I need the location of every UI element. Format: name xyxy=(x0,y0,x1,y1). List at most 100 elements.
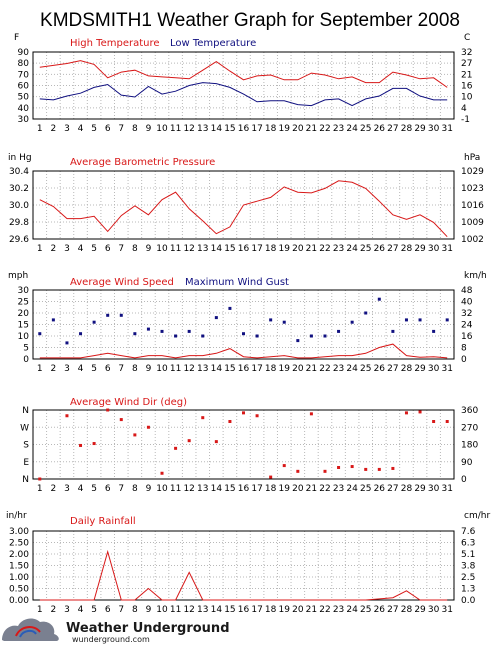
wind-series-0-line xyxy=(39,343,448,359)
temperature-right-tick: 32 xyxy=(461,48,472,58)
wind-left-tick: 5 xyxy=(23,344,29,354)
temperature-x-tick: 28 xyxy=(401,124,413,134)
wind-direction-series-0-point xyxy=(201,416,205,420)
wind-series-1-point xyxy=(133,332,137,336)
wind-series-1-point xyxy=(119,313,123,317)
temperature-right-tick: 21 xyxy=(461,70,472,80)
wind-series-1-point xyxy=(242,332,245,336)
wind-direction-series-0-point xyxy=(187,439,191,443)
wind-direction-series-0-point xyxy=(337,466,341,469)
wind-x-tick: 16 xyxy=(238,364,250,374)
temperature-right-tick: 10 xyxy=(461,93,473,103)
temperature-x-tick: 8 xyxy=(132,124,138,134)
wind-x-tick: 31 xyxy=(441,364,452,374)
temperature-right-tick: 27 xyxy=(461,59,472,69)
wind-direction-series-0-point xyxy=(309,412,313,416)
rainfall-x-tick: 27 xyxy=(387,605,398,615)
wind-x-tick: 29 xyxy=(414,364,426,374)
wind-direction-x-tick: 13 xyxy=(197,484,208,494)
temperature-x-tick: 20 xyxy=(292,124,304,134)
rainfall-x-tick: 3 xyxy=(64,605,70,615)
temperature-x-tick: 9 xyxy=(146,124,152,134)
wind-direction-x-tick: 6 xyxy=(105,484,111,494)
wind-series-1-point xyxy=(391,329,395,333)
wind-direction-series-0-point xyxy=(133,433,137,437)
rainfall-x-tick: 2 xyxy=(51,605,57,615)
wind-series-1-point xyxy=(106,313,110,317)
wind-direction-series-0-point xyxy=(242,411,245,415)
wind-left-tick: 30 xyxy=(18,286,30,296)
wind-direction-series-0-point xyxy=(106,408,110,412)
temperature-x-tick: 13 xyxy=(197,124,208,134)
wind-x-tick: 1 xyxy=(37,364,43,374)
pressure-x-tick: 30 xyxy=(428,244,440,254)
wind-direction-x-tick: 19 xyxy=(279,484,291,494)
temperature-x-tick: 27 xyxy=(387,124,398,134)
wind-direction-series-0-point xyxy=(79,443,83,447)
rainfall-left-tick: 2.50 xyxy=(9,539,29,549)
pressure-left-tick: 30.4 xyxy=(9,167,29,177)
wind-series-1-point xyxy=(364,311,368,315)
wind-direction-x-tick: 18 xyxy=(265,484,277,494)
wind-direction-x-tick: 26 xyxy=(374,484,386,494)
wind-series-1-point xyxy=(51,318,55,322)
wind-direction-series-0-point xyxy=(38,477,42,481)
rainfall-right-tick: 5.1 xyxy=(461,550,475,560)
rainfall-left-tick: 1.00 xyxy=(9,573,29,583)
pressure-frame xyxy=(32,170,455,240)
temperature-x-tick: 5 xyxy=(91,124,97,134)
wind-direction-series-0-point xyxy=(418,410,422,414)
rainfall-x-tick: 28 xyxy=(401,605,413,615)
wind-direction-right-tick: 0 xyxy=(461,475,467,485)
rainfall-series-0-line xyxy=(39,549,448,601)
wind-series-1-point xyxy=(65,341,69,345)
legend-average-wind-speed: Average Wind Speed xyxy=(70,277,174,288)
rainfall-left-tick: 2.00 xyxy=(9,550,29,560)
wind-series-1-point xyxy=(445,318,449,322)
pressure-x-tick: 21 xyxy=(306,244,317,254)
wind-series-1-point xyxy=(160,329,164,333)
pressure-x-tick: 26 xyxy=(374,244,386,254)
temperature-x-tick: 14 xyxy=(211,124,223,134)
wind-series-1-point xyxy=(187,329,191,333)
wind-direction-series-0-point xyxy=(445,420,449,423)
pressure-x-tick: 6 xyxy=(105,244,111,254)
rainfall-x-tick: 26 xyxy=(374,605,386,615)
pressure-x-tick: 27 xyxy=(387,244,398,254)
pressure-x-tick: 8 xyxy=(132,244,138,254)
rainfall-panel: in/hr cm/hr Daily Rainfall 3.00 7.6 2.50 6.… xyxy=(6,511,490,615)
wind-direction-frame xyxy=(32,409,455,480)
rainfall-x-tick: 6 xyxy=(105,605,111,615)
temperature-left-tick: 60 xyxy=(18,82,30,92)
pressure-x-tick: 17 xyxy=(251,244,262,254)
temperature-x-tick: 16 xyxy=(238,124,250,134)
wind-series-1-point xyxy=(79,332,83,336)
wind-x-tick: 14 xyxy=(211,364,223,374)
pressure-x-tick: 5 xyxy=(91,244,97,254)
rainfall-x-tick: 31 xyxy=(441,605,452,615)
pressure-left-tick: 30.0 xyxy=(9,201,29,211)
wind-left-tick: 20 xyxy=(18,309,30,319)
temperature-right-tick: 16 xyxy=(461,82,473,92)
pressure-series-0-line xyxy=(39,180,448,238)
rainfall-x-tick: 7 xyxy=(118,605,124,615)
pressure-x-tick: 2 xyxy=(51,244,57,254)
temperature-x-tick: 26 xyxy=(374,124,386,134)
pressure-right-tick: 1009 xyxy=(461,218,484,228)
rainfall-plot: 3.00 7.6 2.50 6.3 2.00 5.1 1.50 3.8 1.00 2.5 0.50 1… xyxy=(9,527,476,615)
wind-x-tick: 8 xyxy=(132,364,138,374)
legend-average-wind-direction: Average Wind Dir (deg) xyxy=(70,397,187,408)
wind-direction-x-tick: 21 xyxy=(306,484,317,494)
wind-x-tick: 4 xyxy=(78,364,84,374)
wind-direction-x-tick: 10 xyxy=(156,484,168,494)
wind-series-1-point xyxy=(201,334,205,338)
wind-direction-x-tick: 27 xyxy=(387,484,398,494)
temperature-x-tick: 18 xyxy=(265,124,277,134)
wind-direction-series-0-point xyxy=(282,464,286,468)
wind-left-tick: 10 xyxy=(18,332,30,342)
rainfall-right-tick: 2.5 xyxy=(461,573,475,583)
wind-direction-x-tick: 30 xyxy=(428,484,440,494)
